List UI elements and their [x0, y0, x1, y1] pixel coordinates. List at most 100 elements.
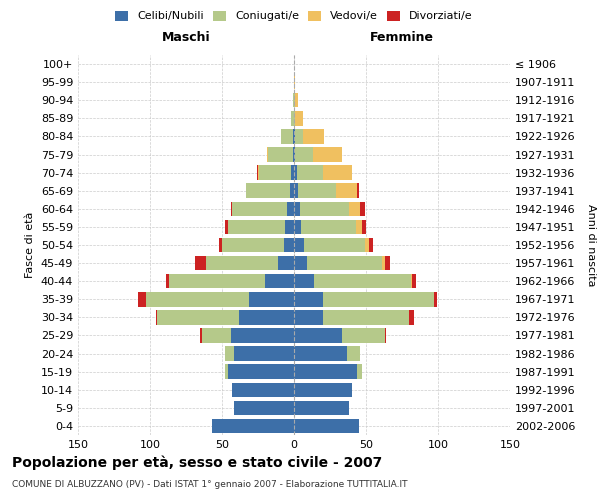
Bar	[202, 328, 230, 342]
Bar	[293, 93, 294, 108]
Bar	[157, 310, 239, 324]
Bar	[230, 328, 294, 342]
Bar	[294, 220, 301, 234]
Bar	[294, 93, 295, 108]
Bar	[341, 328, 385, 342]
Bar	[222, 238, 284, 252]
Bar	[365, 238, 369, 252]
Text: Femmine: Femmine	[370, 31, 434, 44]
Bar	[358, 184, 359, 198]
Bar	[294, 238, 304, 252]
Bar	[139, 292, 146, 306]
Bar	[265, 274, 294, 288]
Bar	[323, 166, 352, 180]
Bar	[356, 220, 362, 234]
Bar	[294, 148, 295, 162]
Bar	[323, 292, 434, 306]
Bar	[281, 129, 293, 144]
Bar	[294, 328, 341, 342]
Bar	[294, 292, 323, 306]
Bar	[294, 418, 359, 433]
Bar	[247, 184, 290, 198]
Bar	[225, 220, 228, 234]
Bar	[258, 166, 259, 180]
Bar	[232, 202, 287, 216]
Bar	[257, 166, 258, 180]
Text: COMUNE DI ALBUZZANO (PV) - Dati ISTAT 1° gennaio 2007 - Elaborazione TUTTITALIA.: COMUNE DI ALBUZZANO (PV) - Dati ISTAT 1°…	[12, 480, 407, 489]
Bar	[369, 238, 373, 252]
Bar	[294, 274, 314, 288]
Bar	[294, 382, 352, 397]
Bar	[302, 129, 324, 144]
Bar	[293, 148, 294, 162]
Bar	[250, 292, 294, 306]
Bar	[233, 346, 294, 361]
Bar	[294, 166, 297, 180]
Bar	[313, 148, 341, 162]
Bar	[358, 364, 362, 379]
Bar	[298, 184, 336, 198]
Bar	[297, 166, 323, 180]
Bar	[301, 220, 356, 234]
Bar	[360, 202, 365, 216]
Bar	[284, 238, 294, 252]
Bar	[233, 400, 294, 415]
Bar	[294, 364, 358, 379]
Bar	[295, 93, 298, 108]
Bar	[230, 202, 232, 216]
Bar	[286, 220, 294, 234]
Bar	[225, 346, 233, 361]
Bar	[409, 310, 413, 324]
Bar	[385, 256, 391, 270]
Bar	[200, 328, 202, 342]
Bar	[294, 129, 295, 144]
Bar	[146, 292, 250, 306]
Bar	[291, 166, 294, 180]
Bar	[266, 148, 268, 162]
Bar	[194, 256, 206, 270]
Legend: Celibi/Nubili, Coniugati/e, Vedovi/e, Divorziati/e: Celibi/Nubili, Coniugati/e, Vedovi/e, Di…	[115, 10, 473, 22]
Bar	[434, 292, 437, 306]
Bar	[294, 400, 349, 415]
Bar	[382, 256, 385, 270]
Bar	[156, 310, 157, 324]
Bar	[239, 310, 294, 324]
Bar	[294, 202, 300, 216]
Bar	[290, 184, 294, 198]
Bar	[293, 129, 294, 144]
Bar	[410, 274, 412, 288]
Bar	[347, 346, 360, 361]
Bar	[336, 184, 358, 198]
Bar	[362, 220, 366, 234]
Text: Popolazione per età, sesso e stato civile - 2007: Popolazione per età, sesso e stato civil…	[12, 455, 382, 469]
Bar	[295, 111, 302, 126]
Bar	[412, 274, 416, 288]
Y-axis label: Anni di nascita: Anni di nascita	[586, 204, 596, 286]
Bar	[294, 184, 298, 198]
Bar	[314, 274, 410, 288]
Bar	[307, 256, 382, 270]
Bar	[169, 274, 265, 288]
Bar	[294, 310, 323, 324]
Bar	[291, 111, 294, 126]
Bar	[295, 148, 313, 162]
Bar	[304, 238, 365, 252]
Bar	[287, 202, 294, 216]
Bar	[349, 202, 360, 216]
Y-axis label: Fasce di età: Fasce di età	[25, 212, 35, 278]
Text: Maschi: Maschi	[161, 31, 211, 44]
Bar	[259, 166, 291, 180]
Bar	[294, 75, 295, 90]
Bar	[294, 111, 295, 126]
Bar	[206, 256, 278, 270]
Bar	[219, 238, 222, 252]
Bar	[294, 256, 307, 270]
Bar	[385, 328, 386, 342]
Bar	[212, 418, 294, 433]
Bar	[228, 364, 294, 379]
Bar	[323, 310, 409, 324]
Bar	[166, 274, 169, 288]
Bar	[225, 364, 228, 379]
Bar	[295, 129, 302, 144]
Bar	[268, 148, 293, 162]
